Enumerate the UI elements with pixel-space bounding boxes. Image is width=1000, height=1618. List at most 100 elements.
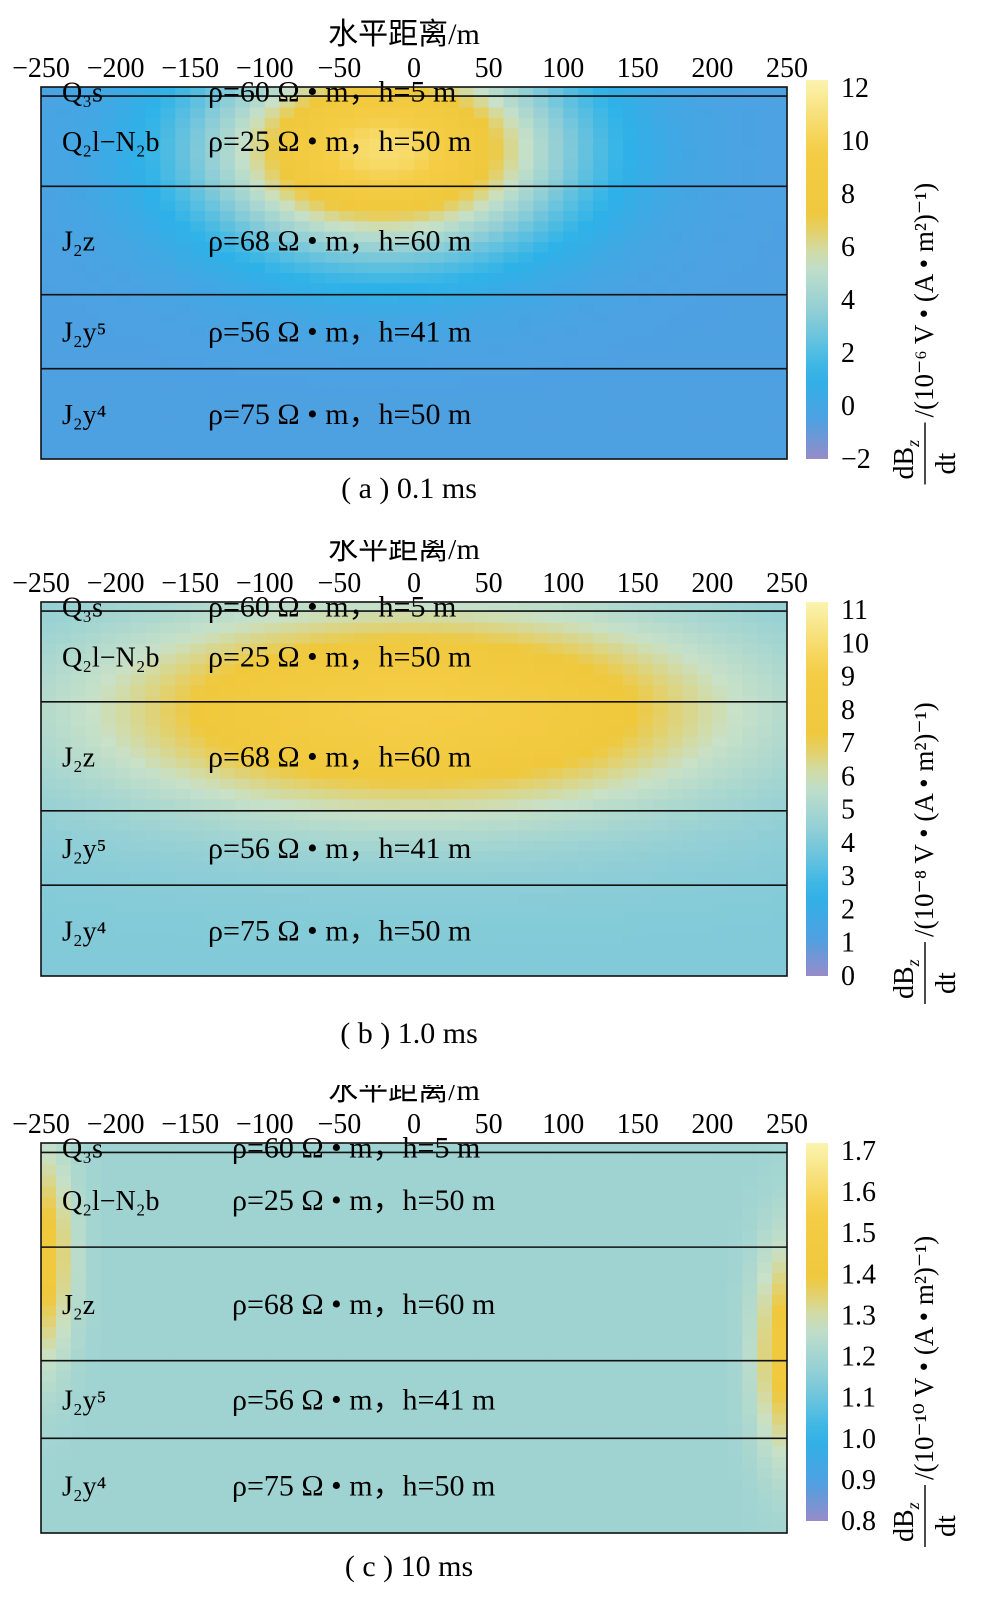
heatmap-cell [190,407,206,419]
heatmap-cell [712,955,728,967]
heatmap-cell [518,789,534,800]
heatmap-cell [682,107,699,119]
heatmap-cell [41,180,57,191]
heatmap-cell [682,221,699,233]
heatmap-cell [234,913,251,925]
heatmap-cell [503,861,520,873]
heatmap-cell [443,757,460,769]
heatmap-cell [727,726,743,738]
heatmap-cell [309,1283,326,1296]
heatmap-cell [205,705,221,717]
heatmap-cell [488,685,505,697]
heatmap-cell [354,861,370,873]
heatmap-cell [279,726,296,738]
heatmap-cell [682,778,699,790]
heatmap-cell [503,1262,520,1274]
heatmap-cell [41,438,57,450]
heatmap-cell [518,242,534,253]
heatmap-cell [234,602,251,613]
heatmap-cell [548,1327,564,1339]
heatmap-cell [309,820,326,832]
heatmap-cell [414,345,430,357]
heatmap-cell [279,1338,296,1350]
heatmap-cell [70,438,87,450]
heatmap-cell [220,643,236,655]
heatmap-cell [324,955,340,967]
heatmap-cell [772,768,788,780]
heatmap-cell [399,674,415,686]
heatmap-cell [697,892,713,904]
heatmap-cell [443,716,460,728]
heatmap-cell [742,674,758,686]
heatmap-cell [697,273,713,284]
heatmap-cell [249,1435,266,1447]
heatmap-cell [458,674,475,686]
layer-name: J₂z [62,742,95,773]
heatmap-cell [563,1381,579,1393]
heatmap-cell [220,1251,236,1263]
heatmap-cell [607,716,624,728]
heatmap-cell [249,643,266,655]
heatmap-cell [41,1208,57,1220]
heatmap-cell [533,1468,549,1480]
heatmap-cell [70,231,87,243]
heatmap-cell [533,1175,549,1187]
heatmap-cell [503,190,520,202]
heatmap-cell [518,324,534,336]
heatmap-cell [115,376,132,388]
heatmap-cell [727,840,743,852]
heatmap-cell [41,934,57,946]
heatmap-cell [55,1478,72,1491]
heatmap-cell [70,955,87,967]
heatmap-cell [130,118,147,129]
heatmap-cell [458,293,475,305]
heatmap-cell [652,705,669,717]
heatmap-cell [175,159,191,171]
heatmap-cell [41,664,57,676]
heatmap-cell [324,965,340,977]
heatmap-cell [130,1153,147,1166]
heatmap-cell [100,674,117,686]
heatmap-cell [682,799,699,811]
heatmap-cell [667,861,684,873]
heatmap-cell [324,190,340,202]
heatmap-cell [339,633,355,645]
x-tick-label: 0 [407,568,421,599]
heatmap-cell [757,602,773,613]
heatmap-cell [339,138,355,150]
heatmap-cell [115,386,132,398]
heatmap-cell [607,345,624,357]
heatmap-cell [414,1522,430,1534]
heatmap-cell [249,242,266,253]
heatmap-cell [70,1435,87,1447]
heatmap-cell [354,643,370,655]
heatmap-cell [533,1251,549,1263]
heatmap-cell [175,1413,191,1426]
heatmap-cell [518,716,534,728]
heatmap-cell [41,376,57,388]
heatmap-cell [458,1392,475,1404]
heatmap-cell [488,149,505,160]
heatmap-cell [712,293,728,305]
heatmap-cell [354,716,370,728]
heatmap-cell [637,820,654,832]
layer-name: Q₂l−N₂b [62,127,160,158]
heatmap-cell [384,612,400,624]
heatmap-cell [593,190,609,202]
heatmap-cell [414,965,430,977]
heatmap-cell [220,944,236,956]
heatmap-cell [518,1424,534,1437]
heatmap-cell [488,861,505,873]
heatmap-cell [712,324,728,336]
heatmap-cell [563,622,579,634]
heatmap-cell [533,448,549,460]
heatmap-cell [473,747,490,759]
heatmap-cell [563,872,579,884]
heatmap-cell [622,612,639,624]
heatmap-cell [533,778,549,790]
heatmap-cell [279,944,296,956]
heatmap-cell [41,1435,57,1447]
heatmap-cell [205,118,221,129]
heatmap-cell [712,799,728,811]
